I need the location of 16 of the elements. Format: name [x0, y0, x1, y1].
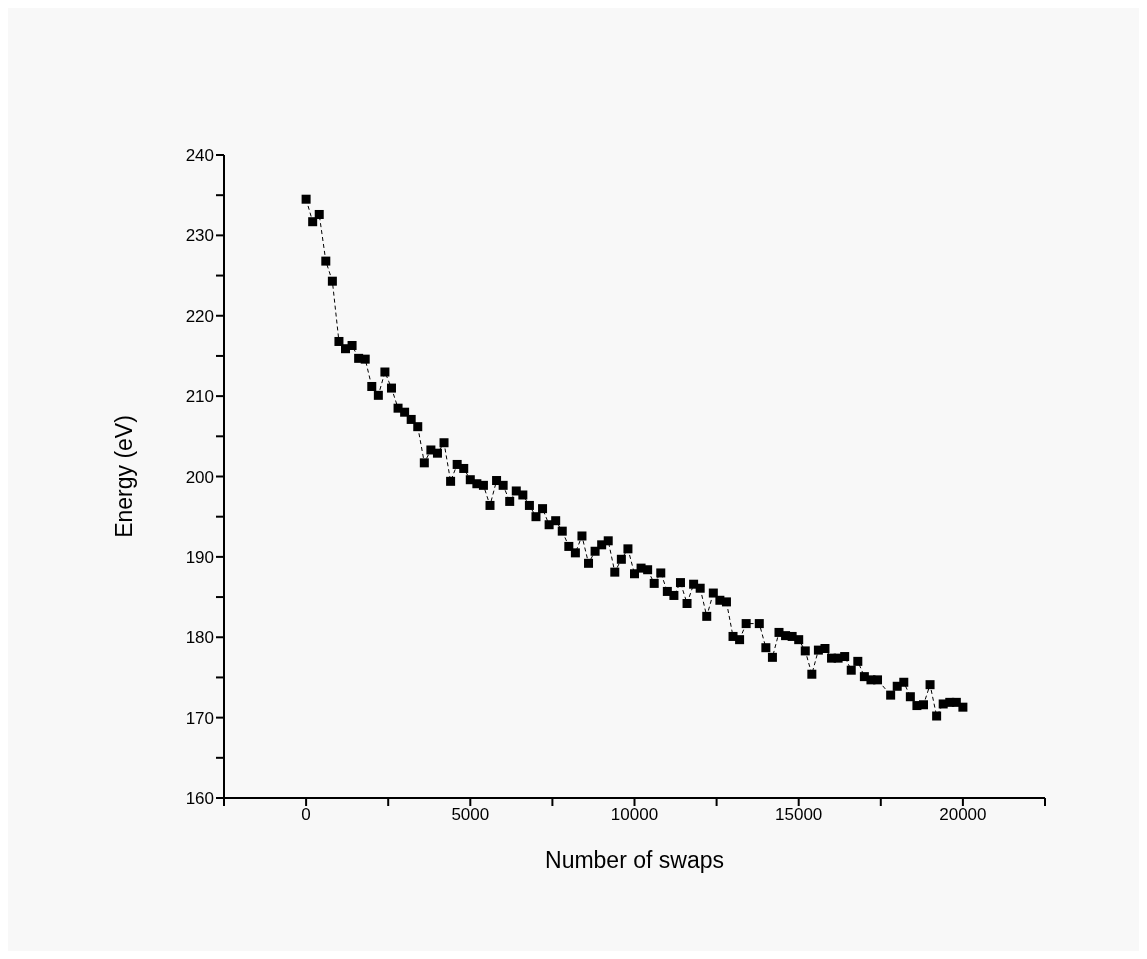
x-tick-label: 20000: [939, 805, 987, 825]
y-tick-label: 220: [185, 306, 214, 326]
y-tick-label: 180: [185, 628, 214, 648]
y-tick-label: 230: [185, 226, 214, 246]
x-tick-label: 10000: [610, 805, 659, 825]
y-axis-title: Energy (eV): [111, 415, 138, 538]
x-axis-title: Number of swaps: [545, 847, 724, 873]
y-tick-label: 160: [185, 789, 214, 809]
x-tick-label: 5000: [451, 805, 490, 825]
y-tick-label: 170: [185, 708, 214, 728]
x-tick-label: 15000: [775, 805, 823, 825]
x-tick-label: 0: [301, 805, 311, 825]
y-tick-label: 210: [185, 387, 214, 407]
y-tick-label: 200: [185, 467, 214, 487]
y-tick-label: 190: [185, 547, 214, 567]
y-tick-label: 240: [185, 146, 214, 166]
